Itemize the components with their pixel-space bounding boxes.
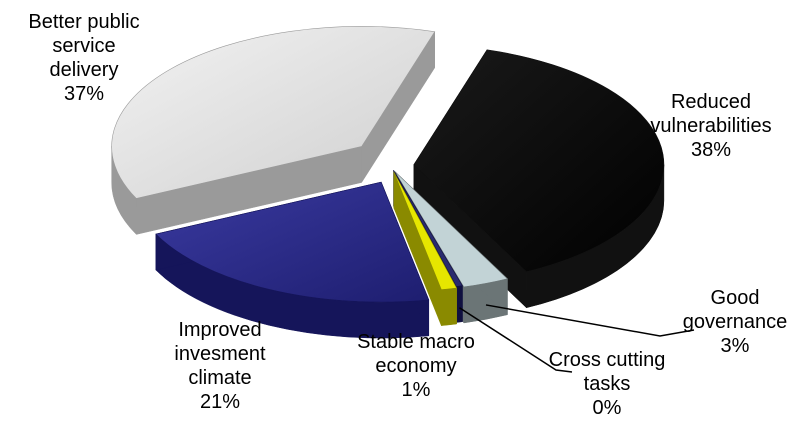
value-label: 3% bbox=[720, 335, 750, 357]
value-label: 0% bbox=[592, 397, 622, 419]
label-line: Stable macro bbox=[357, 331, 475, 353]
slice-good-governance bbox=[394, 171, 509, 288]
label-line: Cross cutting bbox=[548, 349, 666, 371]
slice-improved-invesment-climate bbox=[155, 181, 430, 303]
value-label: 37% bbox=[63, 83, 105, 105]
label-stable-macro-economy: Stable macro economy 1% bbox=[346, 330, 486, 402]
label-line: tasks bbox=[583, 373, 631, 395]
label-reduced-vulnerabilities: Reduced vulnerabilities 38% bbox=[636, 90, 786, 162]
value-label: 21% bbox=[199, 391, 241, 413]
label-line: invesment bbox=[174, 343, 266, 365]
label-line: vulnerabilities bbox=[650, 115, 772, 137]
label-good-governance: Good governance 3% bbox=[680, 286, 790, 358]
label-line: climate bbox=[188, 367, 252, 389]
label-line: Good bbox=[710, 287, 760, 309]
label-line: delivery bbox=[49, 59, 119, 81]
leader-line-cross-cutting-tasks bbox=[459, 307, 573, 373]
label-line: Reduced bbox=[670, 91, 752, 113]
value-label: 38% bbox=[690, 139, 732, 161]
value-label: 1% bbox=[401, 379, 431, 401]
label-line: economy bbox=[375, 355, 457, 377]
label-improved-invesment-climate: Improved invesment climate 21% bbox=[160, 318, 280, 414]
slice-cross-cutting-tasks bbox=[393, 170, 463, 287]
leader-line-good-governance bbox=[485, 304, 695, 337]
label-line: Improved bbox=[178, 319, 262, 341]
slice-better-public-service-delivery bbox=[111, 26, 436, 199]
label-line: service bbox=[52, 35, 116, 57]
label-cross-cutting-tasks: Cross cutting tasks 0% bbox=[532, 348, 682, 420]
slice-stable-macro-economy bbox=[393, 171, 458, 290]
label-line: Better public bbox=[28, 11, 140, 33]
label-line: governance bbox=[682, 311, 788, 333]
label-better-public-service-delivery: Better public service delivery 37% bbox=[14, 10, 154, 106]
slice-reduced-vulnerabilities bbox=[413, 49, 665, 273]
